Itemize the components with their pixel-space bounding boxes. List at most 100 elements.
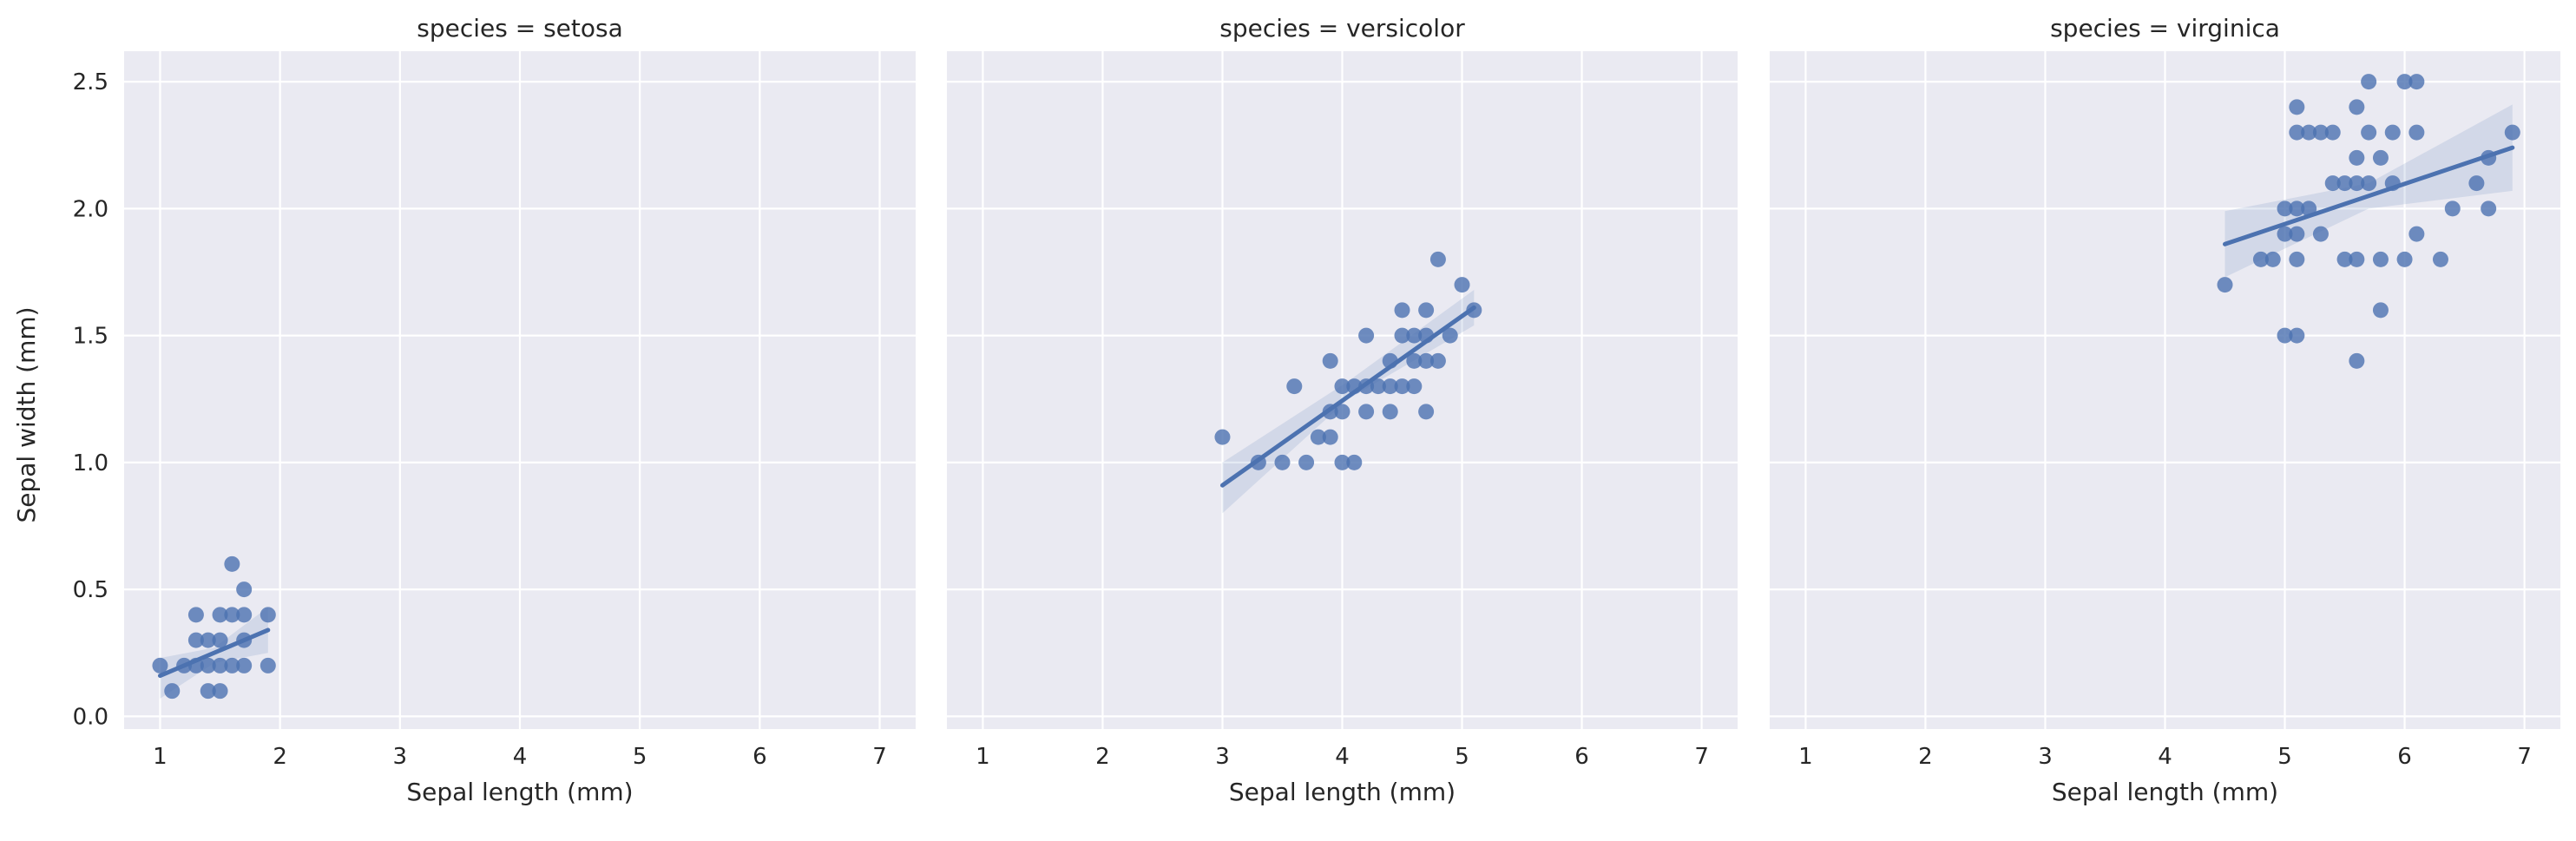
- data-point: [2396, 251, 2413, 267]
- data-point: [260, 607, 276, 623]
- data-point: [2372, 149, 2389, 166]
- data-point: [2408, 226, 2425, 242]
- x-tick-label: 1: [976, 744, 990, 770]
- data-point: [2408, 124, 2425, 141]
- data-point: [224, 555, 240, 572]
- data-point: [1406, 327, 1423, 344]
- y-tick-label: 0.0: [73, 704, 108, 730]
- data-point: [2277, 327, 2293, 344]
- data-point: [1370, 378, 1386, 395]
- x-tick-label: 6: [752, 744, 767, 770]
- data-point: [2349, 175, 2365, 192]
- x-tick-label: 3: [2038, 744, 2053, 770]
- data-point: [2312, 226, 2329, 242]
- data-point: [2349, 352, 2365, 369]
- data-point: [212, 607, 228, 623]
- x-tick-label: 4: [1335, 744, 1350, 770]
- x-tick-label: 2: [1095, 744, 1110, 770]
- data-point: [2361, 74, 2377, 90]
- y-tick-label: 1.5: [73, 324, 108, 350]
- data-point: [187, 607, 204, 623]
- data-point: [236, 581, 253, 598]
- data-point: [2361, 124, 2377, 141]
- data-point: [260, 657, 276, 673]
- x-tick-label: 5: [1455, 744, 1469, 770]
- data-point: [2408, 74, 2425, 90]
- y-tick-label: 2.0: [73, 196, 108, 222]
- data-point: [1418, 352, 1435, 369]
- data-point: [1418, 302, 1435, 319]
- data-point: [1394, 302, 1410, 319]
- data-point: [2324, 175, 2341, 192]
- data-point: [2444, 200, 2461, 217]
- data-point: [2277, 226, 2293, 242]
- y-tick-label: 2.5: [73, 69, 108, 95]
- data-point: [2312, 124, 2329, 141]
- facet-title: species = versicolor: [1219, 14, 1465, 43]
- facet-panel-1: 1 2 3 4 5 6 7 0.0 0.5 1.0 1.5 2.0 2.5 species = setos…: [73, 14, 916, 806]
- data-point: [2336, 175, 2353, 192]
- x-tick-label: 7: [2517, 744, 2532, 770]
- x-tick-label: 5: [2277, 744, 2292, 770]
- data-point: [200, 683, 216, 700]
- data-point: [1334, 378, 1350, 395]
- x-tick-label: 6: [1574, 744, 1589, 770]
- facet-panel-3: 1 2 3 4 5 6 7 species = virginica Sepal length (…: [1770, 14, 2560, 806]
- y-tick-label: 1.0: [73, 450, 108, 476]
- data-point: [1454, 277, 1470, 293]
- data-point: [2289, 124, 2305, 141]
- x-tick-label: 3: [1215, 744, 1230, 770]
- data-point: [1346, 454, 1363, 470]
- x-tick-label: 1: [1798, 744, 1813, 770]
- data-point: [1382, 404, 1398, 420]
- x-axis-label: Sepal length (mm): [2052, 778, 2278, 806]
- data-point: [164, 683, 181, 700]
- data-point: [2372, 251, 2389, 267]
- data-point: [2468, 175, 2485, 192]
- data-point: [1358, 404, 1375, 420]
- data-point: [212, 657, 228, 673]
- data-point: [2252, 251, 2269, 267]
- data-point: [200, 657, 216, 673]
- data-point: [1382, 378, 1398, 395]
- data-point: [236, 657, 253, 673]
- data-point: [2349, 251, 2365, 267]
- x-tick-label: 4: [513, 744, 528, 770]
- data-point: [2432, 251, 2448, 267]
- data-point: [2349, 149, 2365, 166]
- confidence-band: [1222, 289, 1475, 514]
- data-point: [2277, 200, 2293, 217]
- data-point: [2289, 200, 2305, 217]
- data-point: [2336, 251, 2353, 267]
- regression-line: [2223, 145, 2515, 246]
- data-point: [212, 683, 228, 700]
- x-tick-label: 3: [393, 744, 408, 770]
- data-point: [1286, 378, 1303, 395]
- data-point: [224, 657, 240, 673]
- x-tick-label: 6: [2397, 744, 2412, 770]
- regression-line: [157, 627, 271, 679]
- data-point: [2384, 124, 2401, 141]
- data-point: [1334, 404, 1350, 420]
- data-point: [200, 632, 216, 648]
- data-point: [1418, 404, 1435, 420]
- data-point: [1322, 429, 1338, 445]
- data-point: [2504, 124, 2520, 141]
- data-point: [2481, 200, 2497, 217]
- y-axis-label: Sepal width (mm): [12, 306, 41, 522]
- x-axis-label: Sepal length (mm): [1229, 778, 1456, 806]
- data-point: [1214, 429, 1231, 445]
- data-point: [2324, 124, 2341, 141]
- x-tick-label: 2: [1918, 744, 1933, 770]
- x-tick-label: 5: [633, 744, 647, 770]
- data-point: [2289, 251, 2305, 267]
- data-point: [2217, 277, 2233, 293]
- data-point: [1429, 251, 1446, 267]
- facet-title: species = setosa: [417, 14, 623, 43]
- data-point: [152, 657, 168, 673]
- data-point: [2289, 327, 2305, 344]
- data-point: [2396, 74, 2413, 90]
- facet-title: species = virginica: [2050, 14, 2280, 43]
- data-point: [1442, 327, 1458, 344]
